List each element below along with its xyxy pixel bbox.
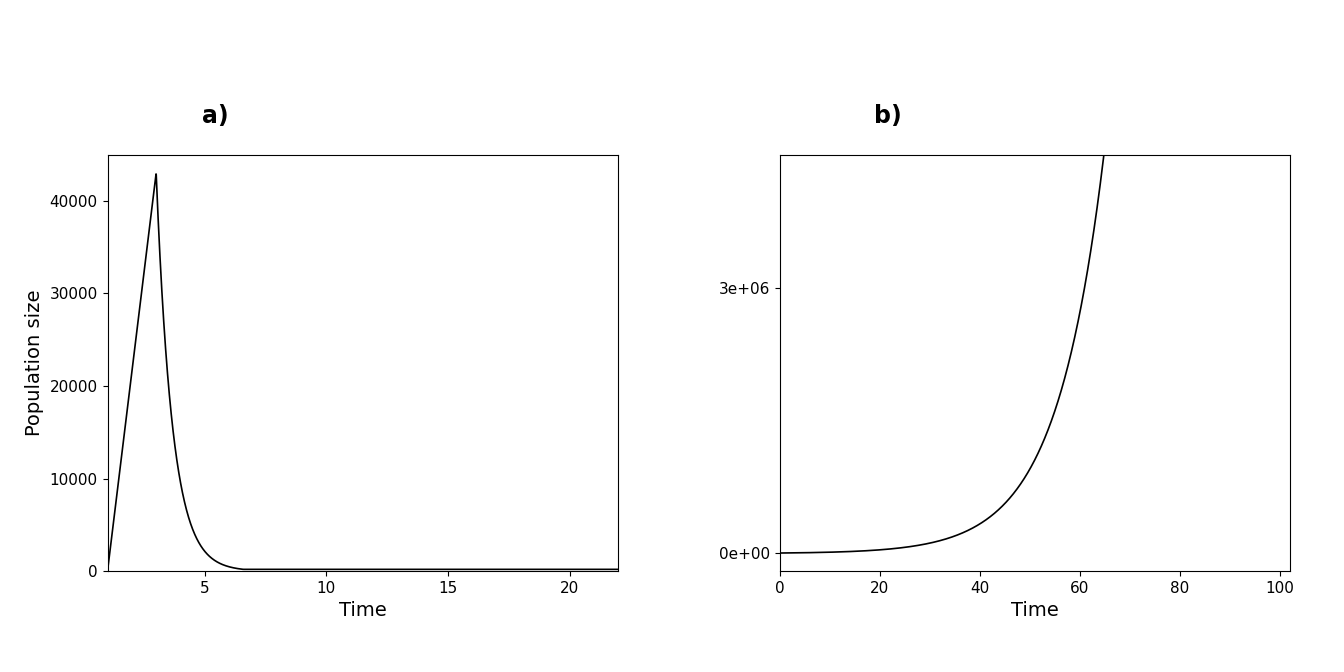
Text: a): a) [202,103,228,128]
X-axis label: Time: Time [339,601,387,620]
Text: b): b) [874,103,902,128]
X-axis label: Time: Time [1011,601,1059,620]
Y-axis label: Population size: Population size [26,290,44,436]
